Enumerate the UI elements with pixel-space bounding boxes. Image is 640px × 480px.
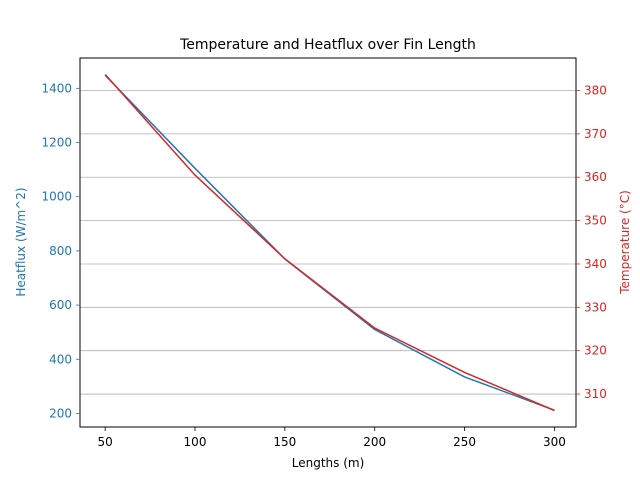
x-tick-label: 200 — [363, 435, 386, 449]
y-right-tick-label: 330 — [584, 300, 607, 314]
x-tick-label: 100 — [184, 435, 207, 449]
y-right-tick-label: 350 — [584, 214, 607, 228]
y-left-tick-label: 1400 — [41, 81, 72, 95]
y-right-axis-label: Temperature (°C) — [618, 190, 632, 295]
y-left-tick-label: 1200 — [41, 136, 72, 150]
y-left-tick-label: 1000 — [41, 190, 72, 204]
x-tick-label: 150 — [273, 435, 296, 449]
series-lines — [104, 74, 555, 412]
x-tick-label: 300 — [543, 435, 566, 449]
plot-frame — [79, 57, 577, 428]
y-right-tick-label: 370 — [584, 127, 607, 141]
x-tick-label: 250 — [453, 435, 476, 449]
y-left-axis-label: Heatflux (W/m^2) — [14, 187, 28, 296]
heatflux-series-line — [104, 74, 555, 411]
grid-lines — [80, 90, 576, 395]
y-left-tick-label: 800 — [49, 244, 72, 258]
y-left-tick-label: 400 — [49, 352, 72, 366]
x-axis-label: Lengths (m) — [292, 456, 365, 470]
x-tick-label: 50 — [98, 435, 113, 449]
y-axis-right: 310 320 330 340 350 360 370 380 — [576, 84, 607, 401]
y-left-tick-label: 200 — [49, 406, 72, 420]
y-right-tick-label: 320 — [584, 344, 607, 358]
y-axis-left: 200 400 600 800 1000 1200 1400 — [41, 81, 80, 420]
y-right-tick-label: 310 — [584, 387, 607, 401]
y-right-tick-label: 340 — [584, 257, 607, 271]
chart-title: Temperature and Heatflux over Fin Length — [179, 37, 476, 53]
y-right-tick-label: 360 — [584, 170, 607, 184]
x-axis: 50 100 150 200 250 300 — [98, 427, 566, 449]
temperature-series-line — [104, 74, 555, 412]
y-right-tick-label: 380 — [584, 84, 607, 98]
y-left-tick-label: 600 — [49, 298, 72, 312]
